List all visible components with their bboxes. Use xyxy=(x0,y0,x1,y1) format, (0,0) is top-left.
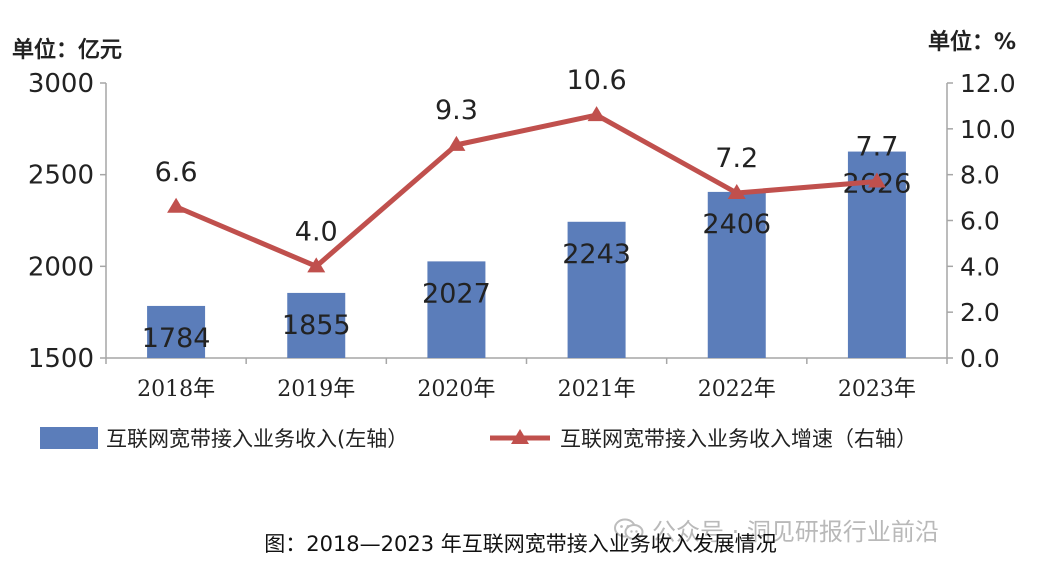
right-tick-label: 4.0 xyxy=(960,252,1000,281)
bar xyxy=(147,305,206,358)
line-value-label: 7.7 xyxy=(855,132,898,163)
growth-line xyxy=(175,112,878,269)
bar-value-label: 2243 xyxy=(562,239,631,270)
line-value-label: 9.3 xyxy=(435,95,478,126)
legend-line-marker xyxy=(511,429,529,444)
right-tick-label: 2.0 xyxy=(960,298,1000,327)
bar xyxy=(287,292,346,358)
legend-bar-swatch xyxy=(40,427,98,449)
chart: 1500 2000 2500 3000 0.0 2.0 4.0 6.0 8.0 10.0 12.0 2… xyxy=(28,65,1016,451)
legend-bar-label: 互联网宽带接入业务收入(左轴） xyxy=(106,427,408,451)
line-marker xyxy=(307,257,326,273)
watermark: 公众号 · 洞见研报行业前沿 xyxy=(614,512,939,547)
figure-caption: 图：2018—2023 年互联网宽带接入业务收入发展情况 xyxy=(264,532,777,556)
left-tick-label: 1500 xyxy=(28,344,94,374)
left-tick-label: 3000 xyxy=(28,69,94,99)
bar xyxy=(707,191,766,358)
right-tick-label: 8.0 xyxy=(960,161,1000,190)
line-marker xyxy=(587,106,606,122)
right-axis-unit: 单位：% xyxy=(928,30,1017,55)
line-value-label: 10.6 xyxy=(567,65,627,96)
line-value-label: 4.0 xyxy=(295,216,338,247)
right-tick-label: 0.0 xyxy=(960,344,1000,373)
x-tick-label: 2023年 xyxy=(838,377,916,402)
right-tick-label: 6.0 xyxy=(960,207,1000,236)
bar-value-label: 1855 xyxy=(282,310,351,341)
left-axis-unit: 单位：亿元 xyxy=(12,38,123,63)
bar xyxy=(427,261,486,358)
left-tick-label: 2500 xyxy=(28,161,94,191)
right-tick-label: 10.0 xyxy=(960,115,1016,144)
bar xyxy=(567,221,626,358)
line-marker xyxy=(167,197,186,213)
left-tick-label: 2000 xyxy=(28,252,94,282)
bar-value-label: 2406 xyxy=(702,209,771,240)
line-value-label: 7.2 xyxy=(715,143,758,174)
x-tick-label: 2022年 xyxy=(698,377,776,402)
bar-value-label: 2027 xyxy=(422,278,491,309)
x-tick-label: 2018年 xyxy=(137,377,215,402)
line-marker xyxy=(727,184,746,199)
line-marker xyxy=(867,172,886,188)
x-tick-label: 2019年 xyxy=(277,377,355,402)
wechat-icon xyxy=(614,518,644,540)
line-marker xyxy=(447,135,466,151)
x-tick-label: 2020年 xyxy=(417,377,495,402)
line-value-label: 6.6 xyxy=(155,157,198,188)
x-tick-label: 2021年 xyxy=(558,377,636,402)
right-tick-label: 12.0 xyxy=(960,69,1016,98)
watermark-text: 公众号 · 洞见研报行业前沿 xyxy=(652,518,939,546)
bar-value-label: 1784 xyxy=(142,323,211,354)
legend-line-label: 互联网宽带接入业务收入增速（右轴） xyxy=(560,427,917,451)
